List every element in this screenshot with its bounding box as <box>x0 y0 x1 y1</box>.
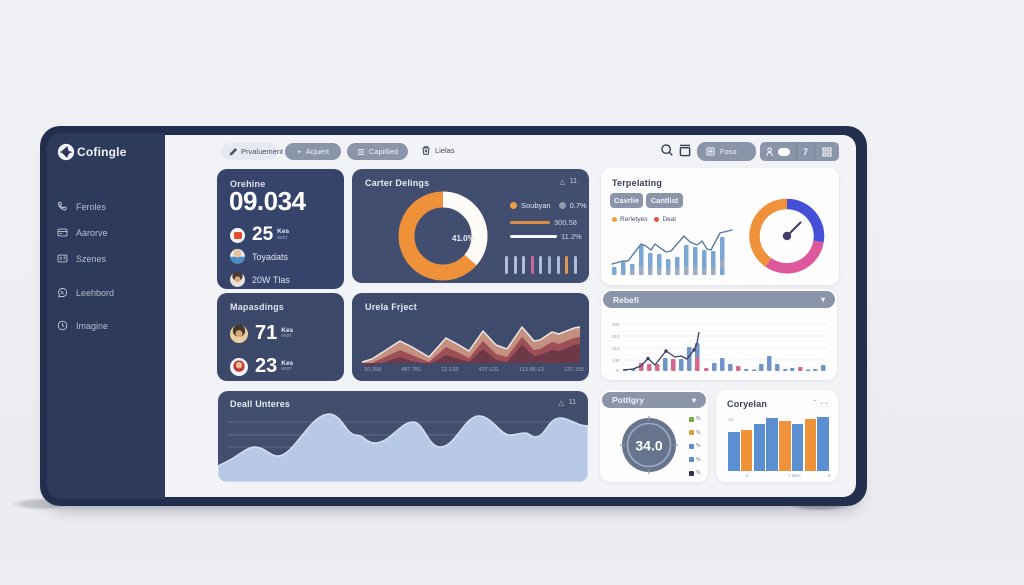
svg-text:400: 400 <box>612 322 620 327</box>
svg-text:41.0%: 41.0% <box>452 234 475 243</box>
svg-text:140: 140 <box>612 358 620 363</box>
svg-text:34.0: 34.0 <box>635 438 662 454</box>
svg-text:0: 0 <box>616 368 619 373</box>
svg-text:310: 310 <box>612 334 620 339</box>
svg-text:210: 210 <box>612 346 620 351</box>
